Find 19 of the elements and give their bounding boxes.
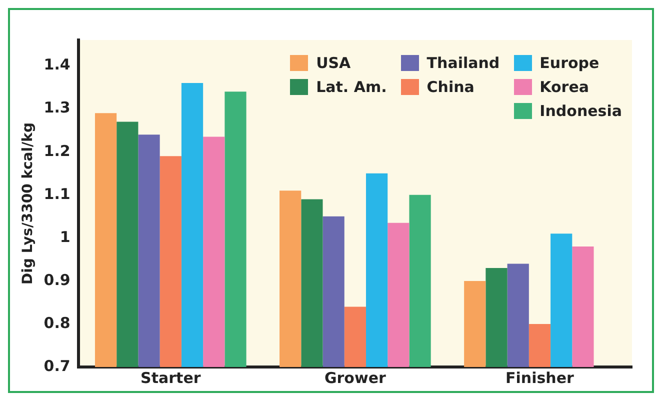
legend-label: USA: [316, 54, 351, 72]
y-tick-label: 1.1: [44, 184, 70, 203]
legend-label: Thailand: [426, 54, 500, 72]
y-tick-label: 0.8: [44, 314, 70, 332]
x-tick-label: Starter: [140, 368, 202, 387]
y-axis-title: Dig Lys/3300 kcal/kg: [20, 122, 36, 284]
legend-label: Europe: [540, 54, 600, 72]
y-tick-label: 0.9: [44, 270, 70, 289]
y-tick-label: 1: [60, 228, 70, 246]
y-tick-label: 0.7: [44, 356, 70, 375]
legend-label: Lat. Am.: [316, 78, 387, 96]
y-tick-label: 1.4: [44, 56, 70, 74]
x-tick-label: Finisher: [506, 368, 575, 387]
x-tick-label: Grower: [324, 368, 387, 387]
y-tick-label: 1.3: [44, 98, 70, 117]
legend-label: China: [426, 78, 474, 96]
legend-label: Korea: [540, 78, 589, 96]
legend-label: Indonesia: [540, 102, 622, 120]
y-tick-label: 1.2: [44, 142, 70, 160]
